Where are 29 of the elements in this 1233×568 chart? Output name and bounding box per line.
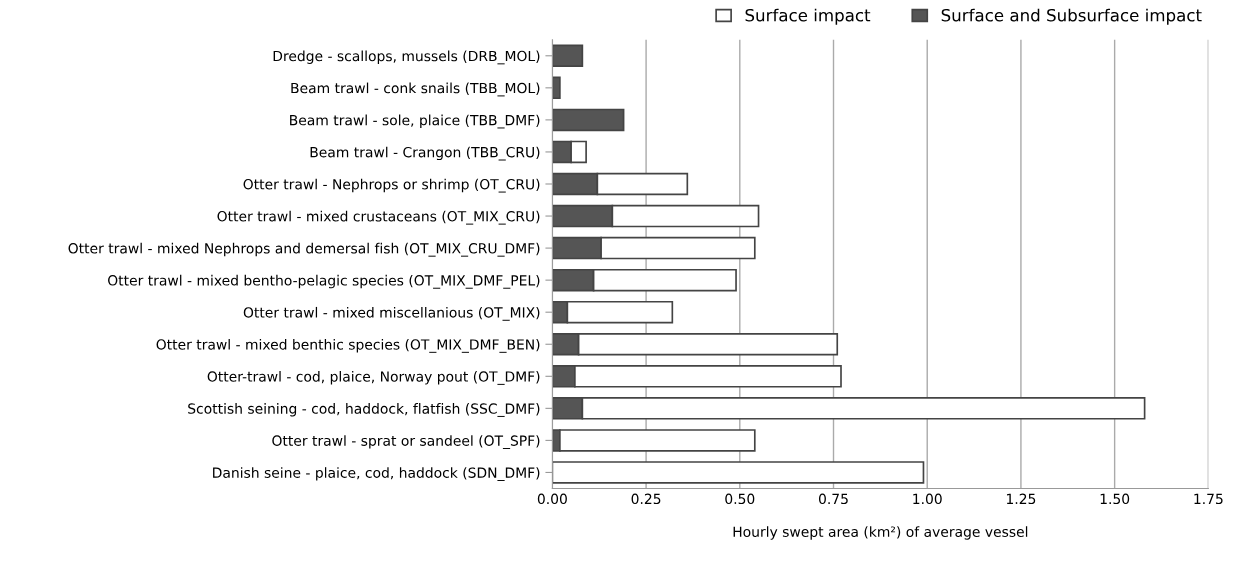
y-tick-label: Otter trawl - mixed benthic species (OT_MIX_DMF_BEN): [156, 338, 540, 353]
bar: [552, 44, 584, 68]
y-tick-label: Beam trawl - sole, plaice (TBB_DMF): [290, 114, 540, 129]
y-tick-label: Otter trawl - sprat or sandeel (OT_SPF): [272, 435, 540, 449]
y-tick-label: Scottish seining - cod, haddock, flatfish (SSC_DMF): [188, 403, 540, 417]
y-tick-label: Dredge - scallops, mussels (DRB_MOL): [273, 50, 540, 65]
x-tick-label: 1.50: [1100, 493, 1130, 505]
bar: [552, 461, 925, 484]
y-tick-label: Otter trawl - mixed Nephrops and demersal fish (OT_MIX_CRU_DMF): [68, 242, 540, 257]
x-tick-label: 0.00: [537, 493, 567, 505]
x-tick-label: 1.75: [1194, 493, 1223, 505]
x-tick-label: 1.00: [913, 493, 942, 505]
legend-label: Surface impact: [745, 8, 871, 25]
y-tick-label: Beam trawl - Crangon (TBB_CRU): [310, 146, 540, 161]
x-tick-label: 1.25: [1006, 493, 1036, 505]
y-tick-label: Otter trawl - mixed miscellanious (OT_MIX): [243, 306, 540, 321]
legend-label: Surface and Subsurface impact: [941, 8, 1202, 25]
x-tick-label: 0.50: [725, 493, 755, 505]
y-tick-label: Beam trawl - conk snails (TBB_MOL): [291, 82, 540, 97]
bar: [552, 108, 625, 132]
x-tick-label: 0.75: [818, 493, 848, 505]
y-tick-label: Otter-trawl - cod, plaice, Norway pout (OT_DMF): [207, 371, 540, 385]
y-tick-label: Otter trawl - mixed crustaceans (OT_MIX_CRU): [217, 210, 540, 225]
bar: [552, 76, 561, 100]
x-axis-title: Hourly swept area (km²) of average vessel: [733, 526, 1028, 540]
x-tick-label: 0.25: [631, 493, 661, 505]
y-tick-label: Otter trawl - Nephrops or shrimp (OT_CRU): [243, 178, 540, 193]
y-tick-label: Otter trawl - mixed bentho-pelagic species (OT_MIX_DMF_PEL): [108, 274, 540, 289]
y-tick-label: Danish seine - plaice, cod, haddock (SDN_DMF): [213, 467, 540, 482]
